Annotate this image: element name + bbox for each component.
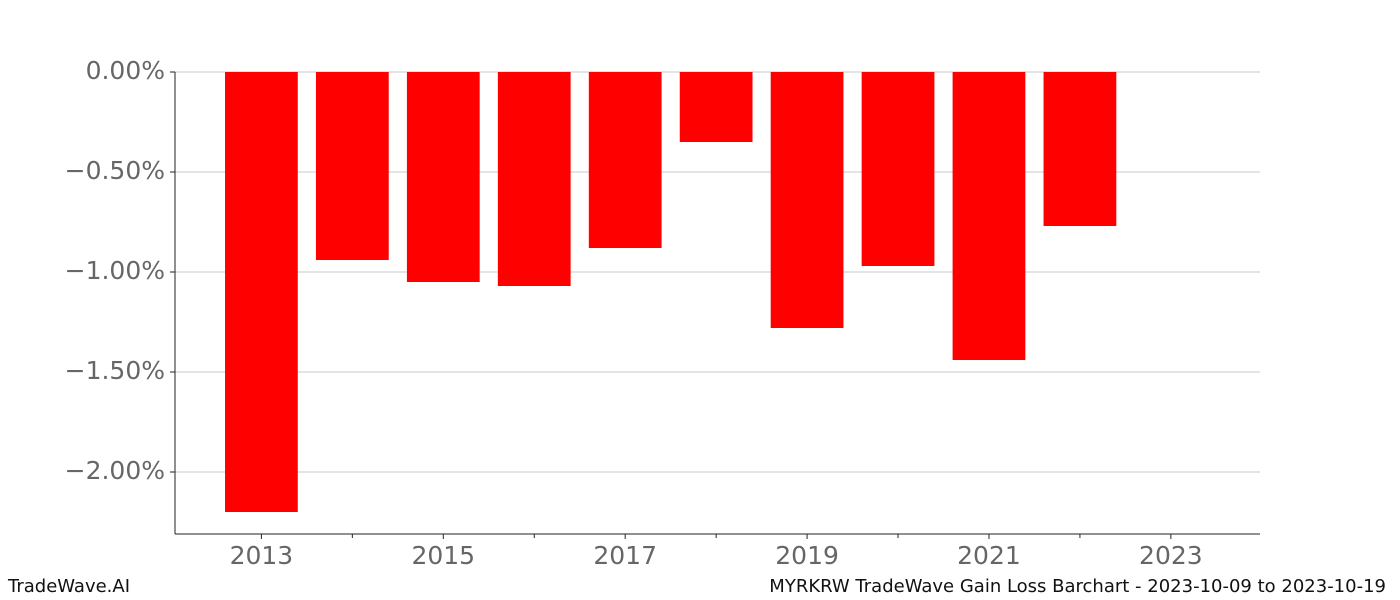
bar: [679, 72, 753, 142]
bar: [497, 72, 571, 286]
x-tick-label: 2015: [411, 541, 475, 570]
y-tick-label: 0.00%: [86, 56, 165, 85]
x-tick-label: 2013: [230, 541, 294, 570]
watermark: TradeWave.AI: [7, 576, 130, 597]
chart-title: MYRKRW TradeWave Gain Loss Barchart - 20…: [769, 576, 1386, 597]
x-tick-label: 2021: [957, 541, 1021, 570]
y-tick-label: −0.50%: [65, 156, 165, 185]
y-tick-label: −1.00%: [65, 256, 165, 285]
x-tick-label: 2017: [593, 541, 657, 570]
bar: [952, 72, 1026, 360]
bar: [225, 72, 298, 512]
y-tick-label: −2.00%: [65, 456, 165, 485]
y-tick-label: −1.50%: [65, 356, 165, 385]
bar: [770, 72, 844, 328]
bar: [1043, 72, 1117, 226]
x-tick-label: 2023: [1139, 541, 1203, 570]
bar: [315, 72, 389, 260]
x-tick-label: 2019: [775, 541, 839, 570]
bar: [588, 72, 662, 248]
bar: [861, 72, 935, 266]
bar: [406, 72, 480, 282]
